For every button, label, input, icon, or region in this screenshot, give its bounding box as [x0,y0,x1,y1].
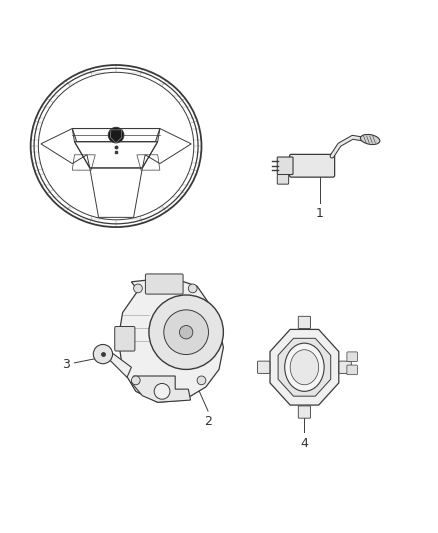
Text: M: M [308,360,317,370]
Polygon shape [278,338,331,396]
Ellipse shape [290,350,318,385]
Ellipse shape [360,134,380,144]
Circle shape [197,376,206,385]
FancyBboxPatch shape [298,406,311,418]
Polygon shape [118,278,223,402]
Polygon shape [110,130,122,143]
FancyBboxPatch shape [347,352,357,361]
FancyBboxPatch shape [145,274,183,294]
Circle shape [154,383,170,399]
FancyBboxPatch shape [298,316,311,328]
FancyBboxPatch shape [277,174,289,184]
Polygon shape [131,376,191,402]
Circle shape [131,376,140,385]
Circle shape [93,344,113,364]
FancyBboxPatch shape [258,361,270,374]
Text: 2: 2 [204,415,212,429]
FancyBboxPatch shape [290,155,335,177]
FancyBboxPatch shape [347,365,357,375]
Circle shape [134,284,142,293]
Circle shape [149,295,223,369]
Circle shape [164,310,208,354]
Circle shape [188,284,197,293]
Text: 3: 3 [62,358,70,370]
FancyBboxPatch shape [277,157,293,174]
Text: M: M [292,360,301,370]
FancyBboxPatch shape [339,361,351,374]
Text: 1: 1 [316,207,324,220]
Polygon shape [270,329,339,405]
Ellipse shape [285,343,324,391]
Circle shape [180,326,193,339]
Text: 4: 4 [300,437,308,450]
Circle shape [108,127,124,143]
Polygon shape [101,351,131,377]
FancyBboxPatch shape [115,327,135,351]
